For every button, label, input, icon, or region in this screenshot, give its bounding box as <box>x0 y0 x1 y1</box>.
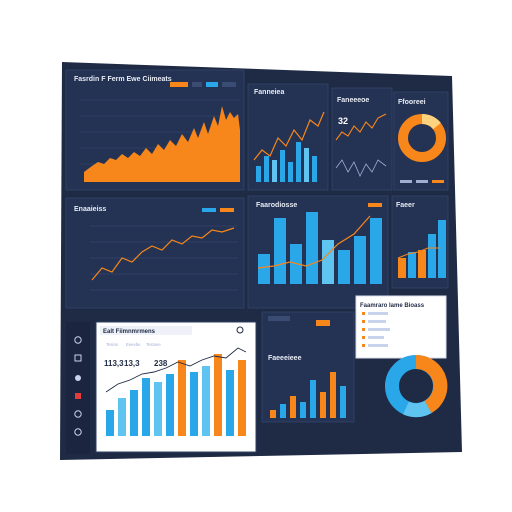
kpi-value-2: 13,3 <box>124 359 140 368</box>
donut-top-chart <box>398 114 446 162</box>
right-list-rows <box>362 312 390 347</box>
line-mid-grid <box>90 225 238 291</box>
main-area-title: Fasrdin F Ferm Ewe Ciimeats <box>74 76 172 83</box>
panel-white-bar: Ealt Fiimnmrmens Tesins Eeeebe Testoee 1… <box>95 321 257 453</box>
filter-chip[interactable] <box>222 82 236 87</box>
left-sidebar <box>66 322 90 454</box>
info-icon[interactable] <box>74 428 82 436</box>
bottom-bar-title: Faeeeieee <box>268 355 302 362</box>
filter-chip-orange[interactable] <box>316 320 330 326</box>
kpi-label-3: Testoee <box>146 342 161 347</box>
panel-line-mid: Enaaieiss <box>65 197 245 309</box>
kpi-value: 32 <box>338 116 348 126</box>
settings-icon[interactable] <box>74 410 82 418</box>
kpi-label-1: Tesins <box>106 342 118 347</box>
line-mid-series <box>91 227 235 281</box>
user-icon[interactable] <box>75 375 81 381</box>
filter-chip[interactable] <box>192 82 202 87</box>
donut-bottom-value: 123 <box>404 385 418 394</box>
legend-chip-blue <box>202 208 216 212</box>
legend-chip-orange <box>220 208 234 212</box>
donut-top-title: Ffooreei <box>398 99 426 106</box>
white-bar-title: Ealt Fiimnmrmens <box>103 329 156 335</box>
white-bar-bars <box>106 354 246 436</box>
search-icon[interactable] <box>236 326 244 334</box>
alert-icon[interactable] <box>75 393 81 399</box>
main-area-series <box>84 106 240 182</box>
kpi-value-1: 113,3 <box>104 359 124 368</box>
panel-kpi: Faneeeoe 32 <box>331 87 393 191</box>
bottom-bar-bars <box>270 372 346 418</box>
legend-chip-orange <box>368 203 382 207</box>
filter-chip-blue[interactable] <box>206 82 218 87</box>
dashboard-icon[interactable] <box>74 336 82 344</box>
panel-donut-top: Ffooreei <box>393 91 449 191</box>
chart-icon[interactable] <box>74 354 82 362</box>
filter-chip-orange[interactable] <box>170 82 188 87</box>
panel-main-area-chart: Fasrdin F Ferm Ewe Ciimeats <box>65 69 245 191</box>
bar-right-title: Faeer <box>396 202 415 209</box>
panel-bar-right: Faeer <box>391 195 449 289</box>
panel-right-list: Faamraro Iame Bioass <box>355 295 447 359</box>
donut-bottom-chart: 123 <box>385 354 448 418</box>
panel-bar-mid: Faarodiosse <box>247 195 389 309</box>
right-list-title: Faamraro Iame Bioass <box>360 303 425 309</box>
kpi-title: Faneeeoe <box>337 97 369 104</box>
panel-mini-line: Fanneiea <box>247 83 329 191</box>
search-input[interactable] <box>100 326 192 335</box>
kpi-label-2: Eeeebe <box>126 342 141 347</box>
line-mid-title: Enaaieiss <box>74 206 106 213</box>
kpi-value-3: 238 <box>154 359 168 368</box>
mini-line-title: Fanneiea <box>254 89 284 96</box>
panel-bottom-bar: Faeeeieee <box>261 311 355 423</box>
bar-mid-title: Faarodiosse <box>256 202 297 209</box>
